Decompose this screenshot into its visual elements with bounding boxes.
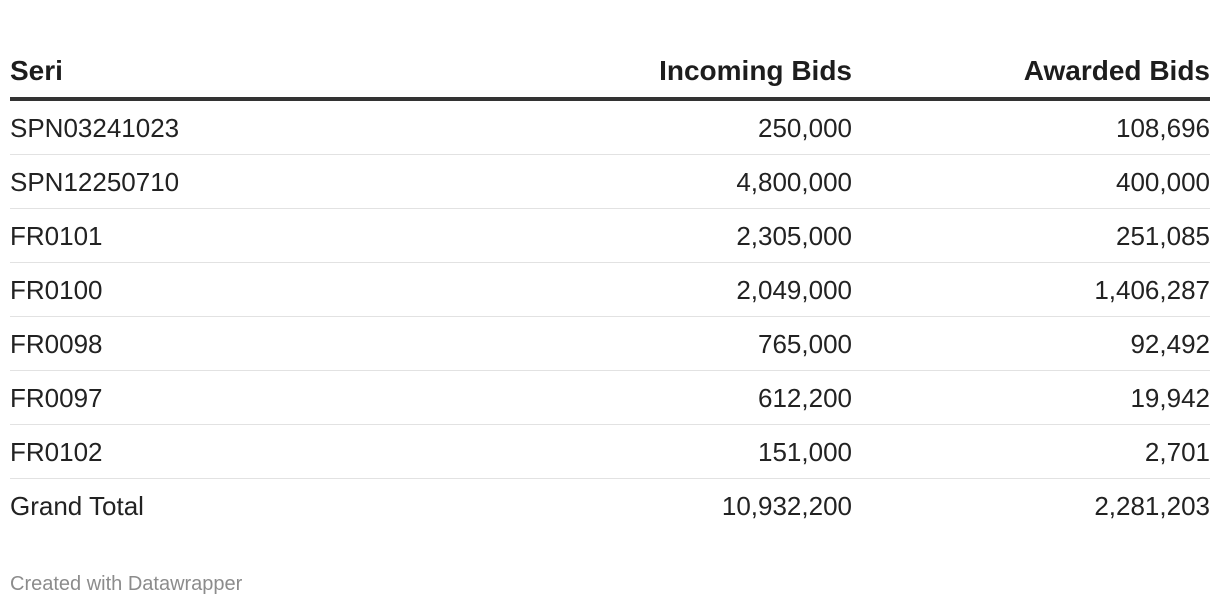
cell-incoming-bids: 2,305,000: [530, 208, 852, 263]
cell-awarded-bids: 108,696: [852, 99, 1210, 155]
cell-awarded-bids: 92,492: [852, 316, 1210, 371]
cell-awarded-bids: 251,085: [852, 208, 1210, 263]
cell-awarded-bids: 1,406,287: [852, 262, 1210, 317]
cell-seri: FR0101: [10, 208, 530, 263]
cell-incoming-bids: 612,200: [530, 370, 852, 425]
table-body: SPN03241023 250,000 108,696 SPN12250710 4,80…: [10, 99, 1210, 532]
cell-incoming-bids: 10,932,200: [721, 490, 852, 521]
column-header-incoming-bids: Incoming Bids: [530, 40, 852, 101]
datawrapper-credit: Created with Datawrapper: [10, 573, 243, 595]
table-row: Grand Total 10,932,200 2,281,203: [10, 479, 1210, 533]
cell-incoming-bids: 250,000: [530, 99, 852, 155]
cell-incoming-bids: 2,049,000: [530, 262, 852, 317]
table-row: SPN03241023 250,000 108,696: [10, 99, 1210, 155]
cell-awarded-bids: 400,000: [852, 154, 1210, 209]
cell-seri: SPN12250710: [10, 154, 530, 209]
table-row: FR0100 2,049,000 1,406,287: [10, 262, 1210, 317]
cell-incoming-bids: 4,800,000: [530, 154, 852, 209]
table-header: Seri Incoming Bids Awarded Bids: [10, 40, 1210, 101]
table-row: FR0102 151,000 2,701: [10, 424, 1210, 479]
cell-seri: FR0098: [10, 316, 530, 371]
table-row: SPN12250710 4,800,000 400,000: [10, 154, 1210, 209]
column-header-seri: Seri: [10, 40, 530, 101]
cell-seri: Grand Total: [10, 490, 144, 521]
column-header-awarded-bids: Awarded Bids: [852, 40, 1210, 101]
table-row: FR0101 2,305,000 251,085: [10, 208, 1210, 263]
cell-seri: SPN03241023: [10, 99, 530, 155]
cell-incoming-bids: 765,000: [530, 316, 852, 371]
table-row: FR0097 612,200 19,942: [10, 370, 1210, 425]
data-table-container: Seri Incoming Bids Awarded Bids SPN03241…: [10, 40, 1210, 532]
cell-incoming-bids: 151,000: [530, 424, 852, 479]
bids-table: Seri Incoming Bids Awarded Bids SPN03241…: [10, 40, 1210, 532]
header-row: Seri Incoming Bids Awarded Bids: [10, 40, 1210, 101]
cell-awarded-bids: 19,942: [852, 370, 1210, 425]
cell-seri: FR0102: [10, 424, 530, 479]
cell-seri: FR0100: [10, 262, 530, 317]
cell-awarded-bids: 2,281,203: [1094, 490, 1210, 521]
cell-seri: FR0097: [10, 370, 530, 425]
table-row: FR0098 765,000 92,492: [10, 316, 1210, 371]
cell-awarded-bids: 2,701: [852, 424, 1210, 479]
